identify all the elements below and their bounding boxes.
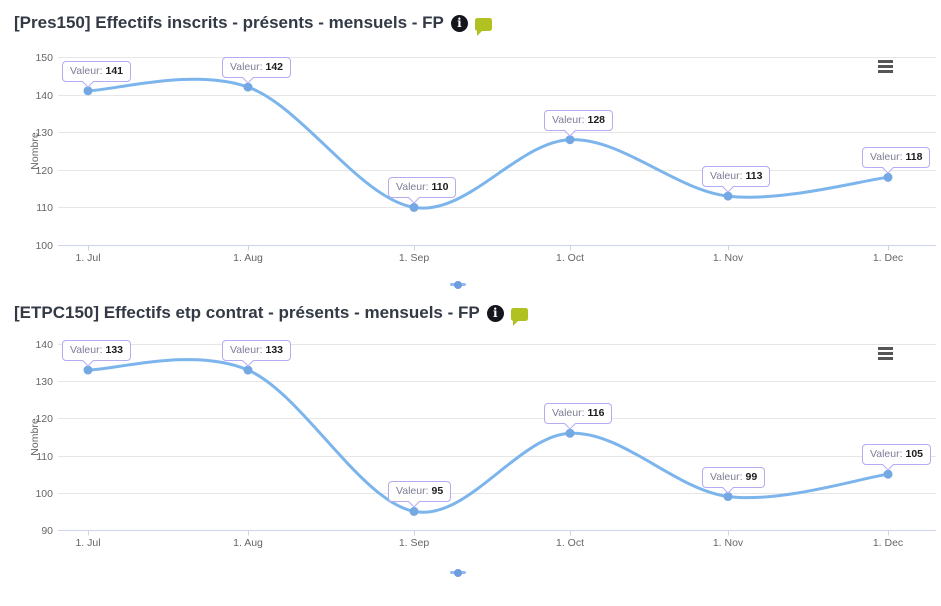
x-axis-label: 1. Aug [233, 537, 263, 549]
x-axis-label: 1. Oct [556, 252, 584, 264]
value-tooltip: Valeur: 116 [544, 403, 613, 430]
x-axis-label: 1. Sep [399, 252, 430, 264]
y-axis-label: 110 [36, 202, 53, 214]
value-tooltip: Valeur: 99 [702, 466, 766, 494]
value-tooltip: Valeur: 105 [862, 444, 932, 471]
value-tooltip: Valeur: 133 [222, 340, 292, 367]
data-point-marker[interactable] [723, 191, 733, 201]
tooltip-value: 95 [431, 485, 444, 498]
data-point-marker[interactable] [83, 86, 93, 96]
value-tooltip: Valeur: 113 [702, 166, 771, 193]
line-chart-pres150: 100 110 120 130 140 150 1. Jul 1. Aug 1. Sep 1. O… [0, 46, 941, 296]
tooltip-label: Valeur: [396, 485, 429, 498]
data-point-marker[interactable] [883, 469, 893, 479]
tooltip-value: 105 [905, 448, 924, 461]
y-axis-label: 120 [35, 413, 53, 425]
hamburger-menu-icon[interactable] [872, 344, 898, 365]
value-tooltip: Valeur: 141 [62, 60, 132, 88]
value-tooltip: Valeur: 128 [544, 109, 614, 137]
chart-title-etpc150: [ETPC150] Effectifs etp contrat - présen… [14, 303, 480, 322]
legend-series-marker[interactable] [450, 280, 466, 289]
legend-series-marker[interactable] [450, 568, 466, 577]
tooltip-value: 133 [265, 344, 284, 357]
hamburger-menu-icon[interactable] [872, 57, 898, 78]
y-axis-label: 150 [35, 52, 53, 64]
tooltip-label: Valeur: [870, 151, 903, 164]
data-point-marker[interactable] [243, 82, 253, 92]
data-point-marker[interactable] [409, 506, 419, 516]
line-chart-etpc150: 90 100 110 120 130 140 1. Jul 1. Aug 1. Sep 1. Oc… [0, 334, 941, 584]
value-tooltip: Valeur: 95 [388, 481, 452, 509]
value-tooltip: Valeur: 142 [222, 57, 292, 84]
x-axis-label: 1. Aug [233, 252, 263, 264]
tooltip-value: 116 [587, 407, 605, 420]
tooltip-label: Valeur: [70, 344, 103, 357]
chart-title-pres150: [Pres150] Effectifs inscrits - présents … [14, 13, 444, 32]
tooltip-label: Valeur: [230, 344, 263, 357]
info-icon[interactable]: i [486, 304, 504, 322]
tooltip-value: 142 [265, 61, 284, 74]
chart-canvas: 100 110 120 130 140 150 1. Jul 1. Aug 1. Sep 1. O… [29, 52, 936, 264]
y-axis-label: 130 [35, 127, 53, 139]
value-tooltip: Valeur: 118 [862, 147, 931, 174]
tooltip-value: 141 [105, 64, 124, 77]
x-axis-label: 1. Dec [873, 537, 903, 549]
x-axis-label: 1. Nov [713, 537, 744, 549]
x-axis-label: 1. Oct [556, 537, 584, 549]
x-axis-label: 1. Dec [873, 252, 903, 264]
y-axis-label: 130 [35, 376, 53, 388]
y-axis-label: 120 [35, 165, 53, 177]
value-tooltip: Valeur: 110 [388, 177, 457, 205]
data-point-marker[interactable] [409, 202, 419, 212]
tooltip-value: 113 [745, 170, 763, 183]
y-axis-label: 100 [35, 488, 53, 500]
tooltip-label: Valeur: [710, 470, 743, 483]
data-point-marker[interactable] [565, 135, 575, 145]
tooltip-value: 110 [431, 181, 449, 194]
y-axis-label: 140 [35, 90, 53, 102]
y-axis-label: 100 [35, 240, 53, 252]
x-axis-label: 1. Sep [399, 537, 430, 549]
value-tooltip: Valeur: 133 [62, 340, 132, 367]
y-axis-title: Nombre [29, 132, 41, 170]
tooltip-label: Valeur: [396, 181, 429, 194]
data-point-marker[interactable] [83, 365, 93, 375]
x-axis-label: 1. Nov [713, 252, 744, 264]
tooltip-label: Valeur: [70, 64, 103, 77]
comment-icon[interactable] [510, 307, 528, 326]
tooltip-label: Valeur: [870, 448, 903, 461]
tooltip-label: Valeur: [230, 61, 263, 74]
data-point-marker[interactable] [565, 428, 575, 438]
tooltip-label: Valeur: [552, 113, 585, 126]
data-point-marker[interactable] [723, 492, 733, 502]
x-axis-label: 1. Jul [75, 537, 100, 549]
tooltip-value: 128 [587, 113, 606, 126]
data-point-marker[interactable] [243, 365, 253, 375]
data-point-marker[interactable] [883, 172, 893, 182]
x-axis-label: 1. Jul [75, 252, 100, 264]
tooltip-value: 118 [905, 151, 923, 164]
chart-header-etpc150: [ETPC150] Effectifs etp contrat - présen… [14, 302, 528, 326]
comment-icon[interactable] [474, 17, 492, 36]
series-line [86, 358, 890, 514]
chart-header-pres150: [Pres150] Effectifs inscrits - présents … [14, 12, 492, 36]
y-axis-label: 140 [35, 339, 53, 351]
tooltip-value: 99 [745, 470, 758, 483]
y-axis-label: 90 [41, 525, 53, 537]
info-icon[interactable]: i [450, 14, 468, 32]
series-line [86, 77, 890, 210]
chart-canvas: 90 100 110 120 130 140 1. Jul 1. Aug 1. Sep 1. Oc… [29, 339, 936, 549]
tooltip-label: Valeur: [710, 170, 743, 183]
tooltip-value: 133 [105, 344, 124, 357]
y-axis-label: 110 [36, 451, 53, 463]
y-axis-title: Nombre [29, 418, 41, 456]
tooltip-label: Valeur: [552, 407, 585, 420]
